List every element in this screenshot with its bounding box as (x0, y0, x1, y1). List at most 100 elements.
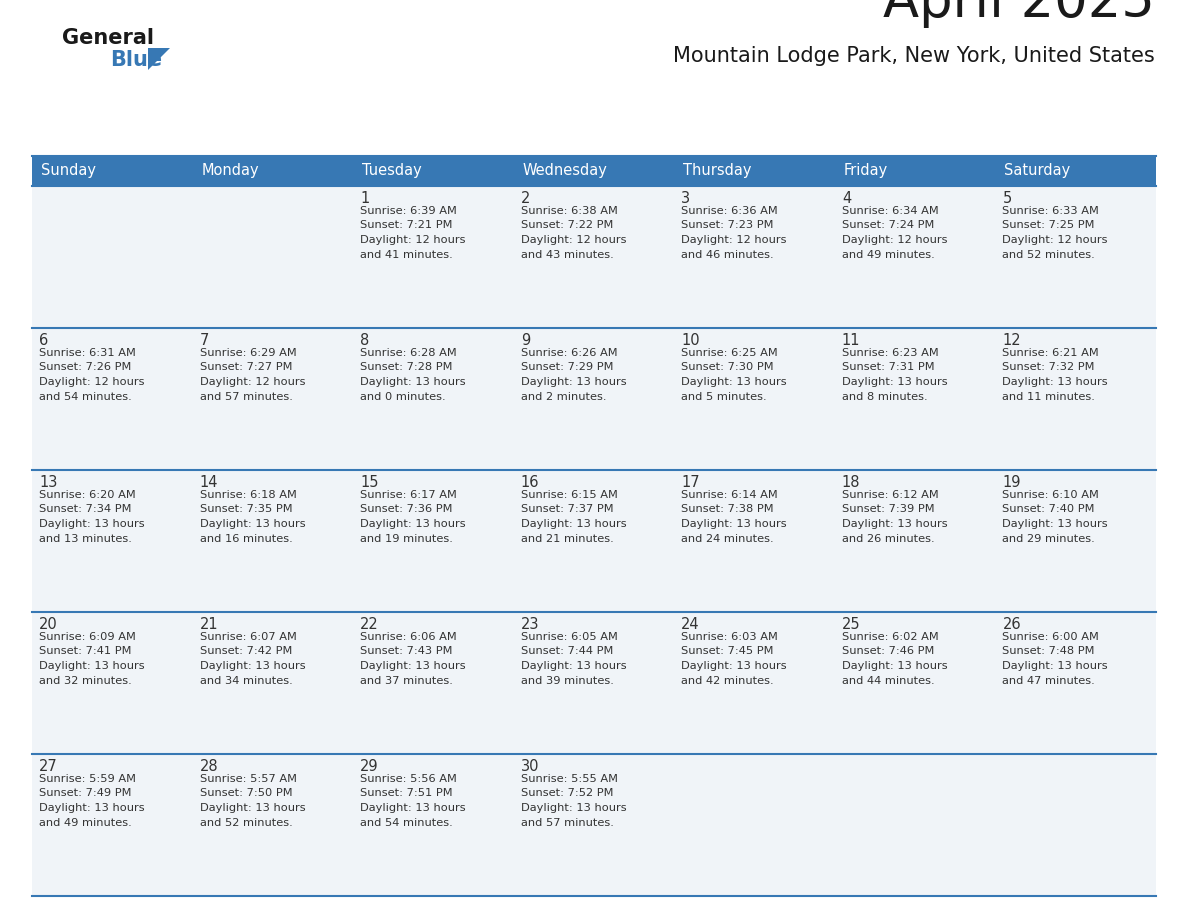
Text: Sunset: 7:34 PM: Sunset: 7:34 PM (39, 505, 132, 514)
Bar (513, 754, 675, 896)
Text: 11: 11 (842, 333, 860, 348)
Bar (353, 186, 513, 328)
Text: Sunrise: 6:25 AM: Sunrise: 6:25 AM (681, 348, 778, 358)
Bar (192, 186, 353, 328)
Text: Sunrise: 6:17 AM: Sunrise: 6:17 AM (360, 490, 457, 500)
Text: 12: 12 (1003, 333, 1020, 348)
Text: Sunrise: 6:36 AM: Sunrise: 6:36 AM (681, 206, 778, 216)
Bar (835, 328, 996, 470)
Text: Daylight: 12 hours: Daylight: 12 hours (520, 235, 626, 245)
Bar (996, 186, 1156, 328)
Text: 13: 13 (39, 475, 57, 490)
Text: Sunset: 7:43 PM: Sunset: 7:43 PM (360, 646, 453, 656)
Bar (32, 754, 192, 896)
Text: and 54 minutes.: and 54 minutes. (360, 818, 453, 827)
Text: Sunrise: 6:12 AM: Sunrise: 6:12 AM (842, 490, 939, 500)
Bar (192, 612, 353, 754)
Bar (513, 328, 675, 470)
Text: and 11 minutes.: and 11 minutes. (1003, 391, 1095, 401)
Text: Daylight: 13 hours: Daylight: 13 hours (360, 519, 466, 529)
Text: 27: 27 (39, 759, 58, 774)
Text: 5: 5 (1003, 191, 1012, 206)
Text: and 44 minutes.: and 44 minutes. (842, 676, 935, 686)
Bar (192, 156, 353, 186)
Text: General: General (62, 28, 154, 48)
Text: and 24 minutes.: and 24 minutes. (681, 533, 773, 543)
Text: Daylight: 13 hours: Daylight: 13 hours (681, 661, 786, 671)
Text: 20: 20 (39, 617, 58, 632)
Text: Sunrise: 6:06 AM: Sunrise: 6:06 AM (360, 632, 457, 642)
Text: Daylight: 13 hours: Daylight: 13 hours (200, 803, 305, 813)
Text: and 2 minutes.: and 2 minutes. (520, 391, 606, 401)
Text: Daylight: 12 hours: Daylight: 12 hours (681, 235, 786, 245)
Bar (353, 754, 513, 896)
Bar (996, 328, 1156, 470)
Bar (675, 186, 835, 328)
Text: Daylight: 13 hours: Daylight: 13 hours (360, 803, 466, 813)
Bar (32, 186, 192, 328)
Text: Sunrise: 6:28 AM: Sunrise: 6:28 AM (360, 348, 457, 358)
Bar (192, 470, 353, 612)
Polygon shape (148, 48, 170, 70)
Bar (835, 470, 996, 612)
Bar (996, 470, 1156, 612)
Text: Daylight: 12 hours: Daylight: 12 hours (39, 377, 145, 387)
Text: and 21 minutes.: and 21 minutes. (520, 533, 613, 543)
Bar (996, 156, 1156, 186)
Text: and 26 minutes.: and 26 minutes. (842, 533, 935, 543)
Text: Sunset: 7:51 PM: Sunset: 7:51 PM (360, 789, 453, 799)
Text: Daylight: 13 hours: Daylight: 13 hours (842, 519, 948, 529)
Text: 24: 24 (681, 617, 700, 632)
Text: Sunrise: 6:20 AM: Sunrise: 6:20 AM (39, 490, 135, 500)
Text: Sunset: 7:36 PM: Sunset: 7:36 PM (360, 505, 453, 514)
Text: Daylight: 13 hours: Daylight: 13 hours (520, 519, 626, 529)
Text: 25: 25 (842, 617, 860, 632)
Text: Tuesday: Tuesday (362, 163, 422, 178)
Bar (513, 470, 675, 612)
Bar (835, 186, 996, 328)
Text: and 47 minutes.: and 47 minutes. (1003, 676, 1095, 686)
Text: Daylight: 13 hours: Daylight: 13 hours (1003, 661, 1108, 671)
Bar (192, 754, 353, 896)
Text: Daylight: 13 hours: Daylight: 13 hours (842, 661, 948, 671)
Bar (32, 470, 192, 612)
Text: and 32 minutes.: and 32 minutes. (39, 676, 132, 686)
Text: 29: 29 (360, 759, 379, 774)
Text: Sunrise: 5:57 AM: Sunrise: 5:57 AM (200, 774, 297, 784)
Text: and 42 minutes.: and 42 minutes. (681, 676, 773, 686)
Text: Wednesday: Wednesday (523, 163, 607, 178)
Text: Daylight: 13 hours: Daylight: 13 hours (520, 377, 626, 387)
Text: and 39 minutes.: and 39 minutes. (520, 676, 613, 686)
Text: Sunrise: 6:02 AM: Sunrise: 6:02 AM (842, 632, 939, 642)
Text: Daylight: 13 hours: Daylight: 13 hours (681, 519, 786, 529)
Text: Sunrise: 6:05 AM: Sunrise: 6:05 AM (520, 632, 618, 642)
Bar (353, 470, 513, 612)
Bar (353, 328, 513, 470)
Text: Sunset: 7:48 PM: Sunset: 7:48 PM (1003, 646, 1095, 656)
Text: Daylight: 13 hours: Daylight: 13 hours (200, 661, 305, 671)
Text: and 16 minutes.: and 16 minutes. (200, 533, 292, 543)
Text: and 0 minutes.: and 0 minutes. (360, 391, 446, 401)
Bar (675, 470, 835, 612)
Text: 1: 1 (360, 191, 369, 206)
Text: Daylight: 13 hours: Daylight: 13 hours (1003, 377, 1108, 387)
Text: 21: 21 (200, 617, 219, 632)
Text: Sunset: 7:44 PM: Sunset: 7:44 PM (520, 646, 613, 656)
Text: Sunset: 7:50 PM: Sunset: 7:50 PM (200, 789, 292, 799)
Text: Sunset: 7:28 PM: Sunset: 7:28 PM (360, 363, 453, 373)
Text: Daylight: 13 hours: Daylight: 13 hours (520, 661, 626, 671)
Text: Sunset: 7:32 PM: Sunset: 7:32 PM (1003, 363, 1095, 373)
Text: and 52 minutes.: and 52 minutes. (200, 818, 292, 827)
Text: 22: 22 (360, 617, 379, 632)
Text: Sunrise: 6:10 AM: Sunrise: 6:10 AM (1003, 490, 1099, 500)
Text: Sunrise: 6:21 AM: Sunrise: 6:21 AM (1003, 348, 1099, 358)
Text: Daylight: 12 hours: Daylight: 12 hours (1003, 235, 1108, 245)
Text: 28: 28 (200, 759, 219, 774)
Bar (353, 612, 513, 754)
Text: 2: 2 (520, 191, 530, 206)
Text: Sunrise: 5:55 AM: Sunrise: 5:55 AM (520, 774, 618, 784)
Text: Saturday: Saturday (1004, 163, 1070, 178)
Text: Daylight: 12 hours: Daylight: 12 hours (842, 235, 947, 245)
Text: Sunset: 7:21 PM: Sunset: 7:21 PM (360, 220, 453, 230)
Text: Daylight: 13 hours: Daylight: 13 hours (842, 377, 948, 387)
